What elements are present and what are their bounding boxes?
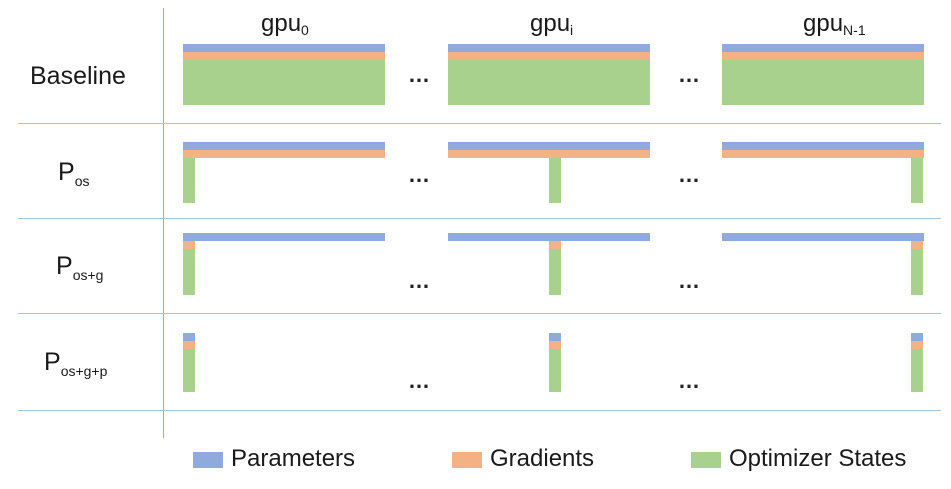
baseline-gpu0-parameters [183,44,385,52]
row-divider [18,218,941,219]
posg-gpu0-parameters [183,233,385,241]
posg-gpun-gradients [911,241,923,249]
baseline-gpun-optimizer-states [722,60,924,105]
legend-swatch-optimizer-states [691,452,721,468]
baseline-gpui-optimizer-states [448,60,650,105]
ellipsis: … [408,268,431,293]
pos-gpui-optimizer-states [549,158,561,203]
posgp-gpu0-parameters [183,333,195,341]
row-label-p-os-g-p: Pos+g+p [44,348,108,379]
ellipsis: … [408,368,431,393]
posg-gpun-optimizer-states [911,249,923,295]
posg-gpun-parameters [722,233,924,241]
pos-gpun-optimizer-states [911,158,923,203]
pos-gpui-parameters [448,142,650,150]
pos-gpu0-parameters [183,142,385,150]
baseline-gpun-gradients [722,52,924,60]
vertical-divider [163,8,164,438]
posgp-gpui-parameters [549,333,561,341]
ellipsis: … [408,162,431,187]
posg-gpui-gradients [549,241,561,249]
baseline-gpui-parameters [448,44,650,52]
row-divider [18,123,941,124]
column-header-gpu-n-1: gpuN-1 [803,10,866,38]
baseline-gpui-gradients [448,52,650,60]
posgp-gpun-parameters [911,333,923,341]
row-divider [18,410,941,411]
posgp-gpun-optimizer-states [911,349,923,392]
baseline-gpu0-optimizer-states [183,60,385,105]
row-label-baseline: Baseline [30,62,126,90]
posgp-gpu0-gradients [183,341,195,349]
posg-gpui-optimizer-states [549,249,561,295]
posg-gpu0-gradients [183,241,195,249]
row-label-p-os-g: Pos+g [56,252,104,283]
legend-label-gradients: Gradients [490,445,595,472]
legend-label-optimizer-states: Optimizer States [729,445,907,472]
legend-swatch-parameters [193,452,223,468]
baseline-gpu0-gradients [183,52,385,60]
posgp-gpu0-optimizer-states [183,349,195,392]
pos-gpui-gradients [448,150,650,158]
ellipsis: … [678,368,701,393]
posg-gpu0-optimizer-states [183,249,195,295]
posgp-gpui-optimizer-states [549,349,561,392]
posgp-gpun-gradients [911,341,923,349]
ellipsis: … [678,162,701,187]
row-divider [18,313,941,314]
pos-gpu0-gradients [183,150,385,158]
pos-gpun-parameters [722,142,924,150]
column-header-gpu-0: gpu0 [261,10,309,38]
ellipsis: … [678,62,701,87]
pos-gpu0-optimizer-states [183,158,195,203]
column-header-gpu-i: gpui [530,10,574,38]
posgp-gpui-gradients [549,341,561,349]
legend-label-parameters: Parameters [231,445,356,472]
baseline-gpun-parameters [722,44,924,52]
legend-swatch-gradients [452,452,482,468]
pos-gpun-gradients [722,150,924,158]
ellipsis: … [678,268,701,293]
ellipsis: … [408,62,431,87]
posg-gpui-parameters [448,233,650,241]
row-label-p-os: Pos [58,158,90,189]
